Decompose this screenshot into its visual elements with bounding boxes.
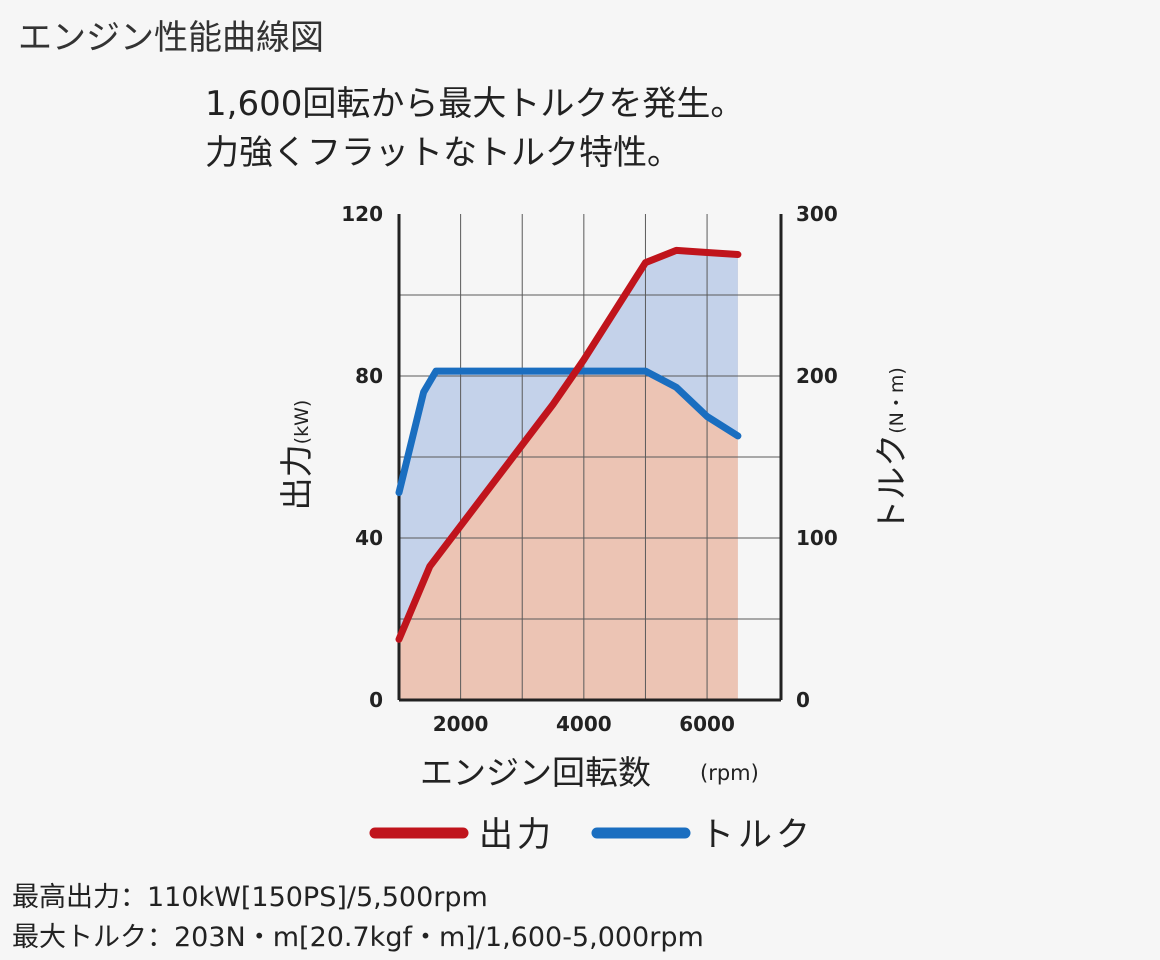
- y-right-title-group: トルク(N・m): [872, 367, 911, 533]
- page-title: エンジン性能曲線図: [18, 18, 324, 58]
- y-left-tick-label: 40: [355, 526, 383, 550]
- y-right-axis-title: トルク(N・m): [872, 367, 911, 533]
- tagline-line-1: 1,600回転から最大トルクを発生。: [205, 84, 745, 124]
- y-right-tick-label: 100: [796, 526, 838, 550]
- legend-label: 出力: [479, 815, 555, 855]
- x-axis-title: エンジン回転数: [420, 753, 651, 792]
- tagline: 1,600回転から最大トルクを発生。 力強くフラットなトルク特性。: [205, 80, 744, 178]
- power-line: [395, 246, 742, 643]
- y-right-tick-label: 0: [796, 688, 810, 712]
- tagline-line-2: 力強くフラットなトルク特性。: [205, 133, 681, 173]
- x-tick-label: 4000: [556, 712, 612, 736]
- y-left-title-group: 出力(kW): [277, 400, 316, 511]
- x-axis-unit: (rpm): [700, 761, 759, 785]
- y-right-tick-label: 200: [796, 364, 838, 388]
- spec-max-power: 最高出力：110kW[150PS]/5,500rpm: [12, 882, 488, 913]
- spec-max-torque: 最大トルク：203N・m[20.7kgf・m]/1,600-5,000rpm: [12, 922, 704, 953]
- y-left-axis-title: 出力(kW): [277, 400, 316, 511]
- spec-list: 最高出力：110kW[150PS]/5,500rpm 最大トルク：203N・m[…: [12, 878, 704, 958]
- legend-label: トルク: [700, 815, 814, 855]
- torque-line: [395, 367, 742, 497]
- y-left-tick-label: 80: [355, 364, 383, 388]
- x-tick-label: 2000: [433, 712, 489, 736]
- y-right-tick-label: 300: [796, 202, 838, 226]
- x-tick-label: 6000: [679, 712, 735, 736]
- y-left-tick-label: 0: [369, 688, 383, 712]
- y-left-tick-label: 120: [341, 202, 383, 226]
- torque-area: [399, 250, 738, 640]
